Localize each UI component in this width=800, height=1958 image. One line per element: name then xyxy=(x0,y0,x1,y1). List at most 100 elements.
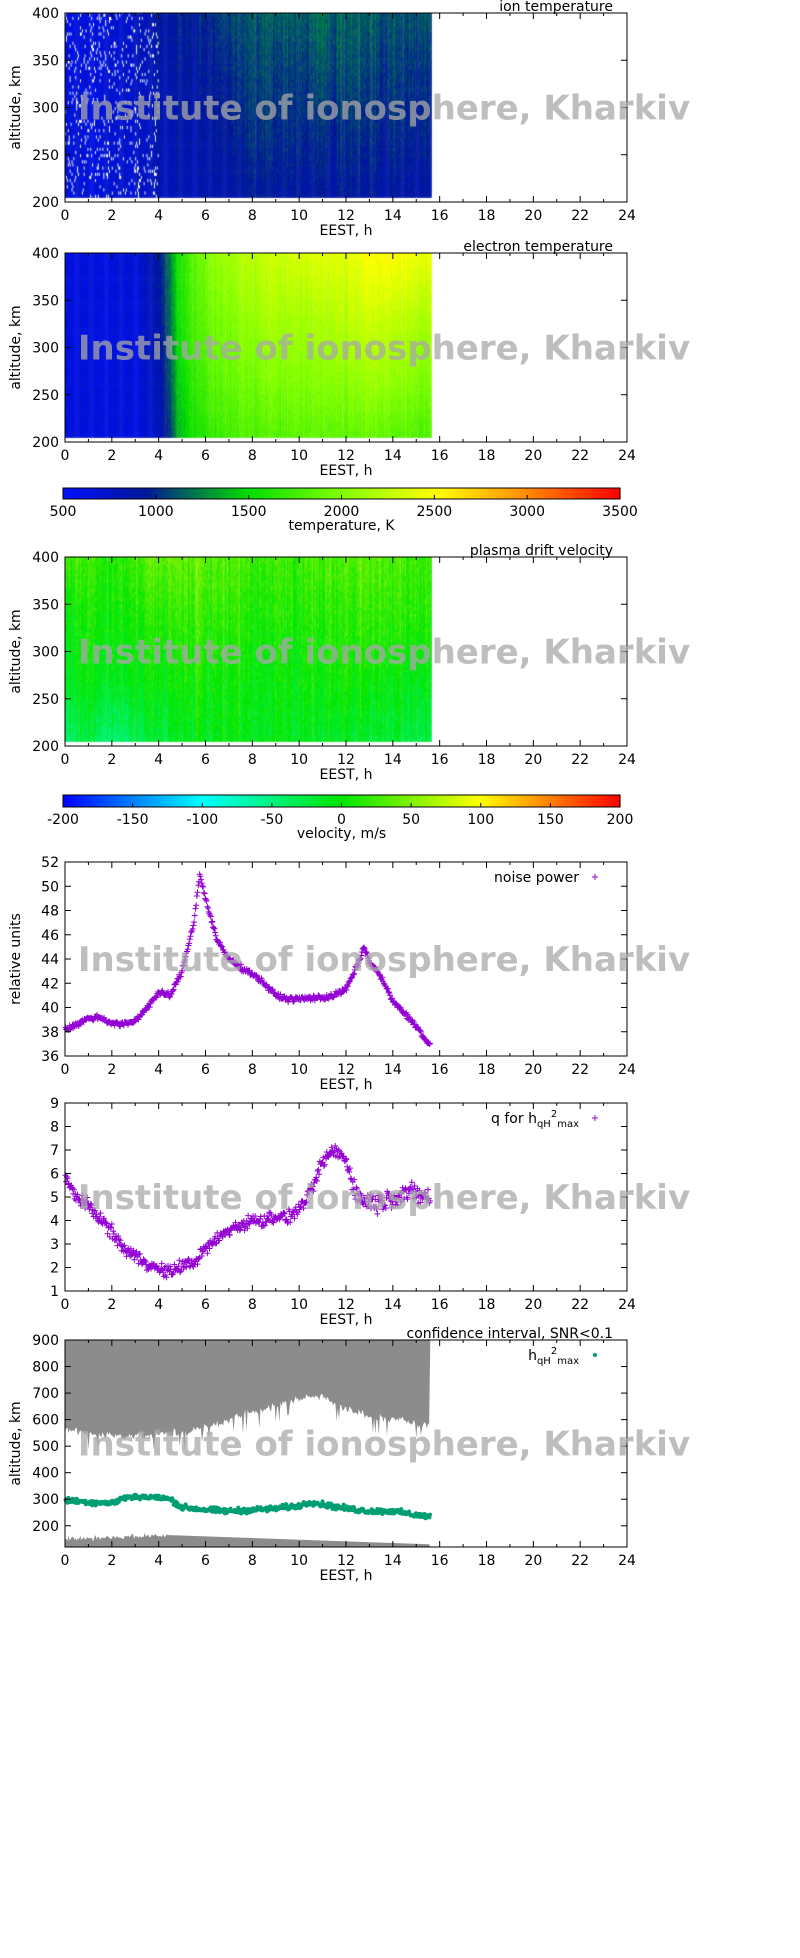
colorbar-segment xyxy=(71,795,75,807)
colorbar-segment xyxy=(249,795,253,807)
colorbar-segment xyxy=(166,795,170,807)
data-point xyxy=(200,1248,207,1255)
colorbar-segment xyxy=(547,795,551,807)
colorbar-segment xyxy=(107,488,111,499)
colorbar-segment xyxy=(199,488,203,499)
colorbar-segment xyxy=(466,488,471,499)
data-point xyxy=(90,1503,95,1508)
legend-legend: noise power xyxy=(494,870,579,886)
data-point xyxy=(117,1237,124,1244)
x-tick-label: 20 xyxy=(524,1062,542,1078)
colorbar-segment xyxy=(594,488,599,499)
colorbar-segment xyxy=(85,795,89,807)
data-point xyxy=(212,932,219,939)
data-point xyxy=(194,1261,201,1268)
x-tick-label: 12 xyxy=(337,208,355,224)
watermark: Institute of ionosphere, Kharkiv xyxy=(78,329,690,369)
y-tick-label: 42 xyxy=(41,976,59,992)
data-point xyxy=(276,1216,283,1223)
colorbar-segment xyxy=(430,488,435,499)
colorbar-segment xyxy=(152,795,156,807)
colorbar-segment xyxy=(372,488,376,499)
colorbar-segment xyxy=(174,488,178,499)
colorbar-segment xyxy=(294,488,298,499)
x-axis-label: EEST, h xyxy=(320,223,373,239)
data-point xyxy=(313,1178,320,1185)
colorbar-segment xyxy=(74,795,78,807)
y-tick-label: 46 xyxy=(41,928,59,944)
colorbar-segment xyxy=(299,795,304,807)
colorbar-segment xyxy=(93,488,98,499)
colorbar-segment xyxy=(374,795,379,807)
data-point xyxy=(163,1274,170,1281)
data-point xyxy=(394,1201,401,1208)
data-point xyxy=(373,1206,380,1213)
colorbar-segment xyxy=(397,488,401,499)
colorbar-segment xyxy=(213,795,217,807)
confidence-interval-low-band xyxy=(65,1532,431,1547)
x-tick-label: 8 xyxy=(248,1062,257,1078)
data-point xyxy=(212,929,219,936)
colorbar-segment xyxy=(508,488,512,499)
data-point xyxy=(131,1256,138,1263)
colorbar-segment xyxy=(377,488,382,499)
colorbar-segment xyxy=(505,795,510,807)
x-tick-label: 4 xyxy=(154,752,163,768)
data-point xyxy=(382,1205,389,1212)
colorbar-segment xyxy=(542,795,546,807)
colorbar-segment xyxy=(324,488,329,499)
colorbar-segment xyxy=(110,795,114,807)
colorbar-segment xyxy=(227,795,231,807)
legend-legend_sub: qH xyxy=(537,1119,551,1130)
data-point xyxy=(219,943,226,950)
data-point xyxy=(420,1032,427,1039)
x-tick-label: 18 xyxy=(478,208,496,224)
x-axis-label: EEST, h xyxy=(320,1312,373,1328)
colorbar-segment xyxy=(185,795,189,807)
colorbar-4: -200 -150 -100 -50 0 50 100 150 200 velocity, m/s xyxy=(47,794,633,842)
colorbar-segment xyxy=(516,488,521,499)
legend-marker xyxy=(592,1115,598,1121)
colorbar-segment xyxy=(79,488,84,499)
x-tick-label: 24 xyxy=(618,1062,636,1078)
data-point xyxy=(170,986,177,993)
colorbar-segment xyxy=(154,488,159,499)
colorbar-segment xyxy=(324,795,329,807)
colorbar-segment xyxy=(555,488,560,499)
colorbar-segment xyxy=(380,795,384,807)
colorbar-segment xyxy=(238,795,242,807)
colorbar-segment xyxy=(344,488,348,499)
x-tick-label: 2 xyxy=(107,1553,116,1569)
colorbar-segment xyxy=(402,488,407,499)
data-point xyxy=(191,919,198,926)
colorbar-segment xyxy=(280,488,284,499)
data-point xyxy=(315,1166,322,1173)
data-point xyxy=(156,1493,161,1498)
y-tick-label: 400 xyxy=(32,1466,59,1482)
colorbar-segment xyxy=(185,488,189,499)
colorbar-segment xyxy=(230,488,234,499)
data-point xyxy=(410,1021,417,1028)
x-tick-label: 14 xyxy=(384,1553,402,1569)
colorbar-segment xyxy=(444,795,448,807)
colorbar-segment xyxy=(386,488,390,499)
colorbar-segment xyxy=(581,488,585,499)
data-point xyxy=(198,880,205,887)
colorbar-segment xyxy=(564,488,568,499)
data-point xyxy=(259,977,266,984)
data-point xyxy=(321,1161,328,1168)
data-point xyxy=(245,1212,252,1219)
x-tick-label: 16 xyxy=(431,448,449,464)
colorbar-segment xyxy=(88,795,92,807)
colorbar-segment xyxy=(149,795,153,807)
colorbar-segment xyxy=(399,795,404,807)
colorbar-segment xyxy=(388,488,393,499)
data-point xyxy=(252,1213,259,1220)
y-tick-label: 7 xyxy=(50,1143,59,1159)
data-point xyxy=(108,1220,115,1227)
x-tick-label: 2 xyxy=(107,1297,116,1313)
colorbar-segment xyxy=(416,488,421,499)
data-point xyxy=(198,876,205,883)
x-tick-label: 14 xyxy=(384,1062,402,1078)
